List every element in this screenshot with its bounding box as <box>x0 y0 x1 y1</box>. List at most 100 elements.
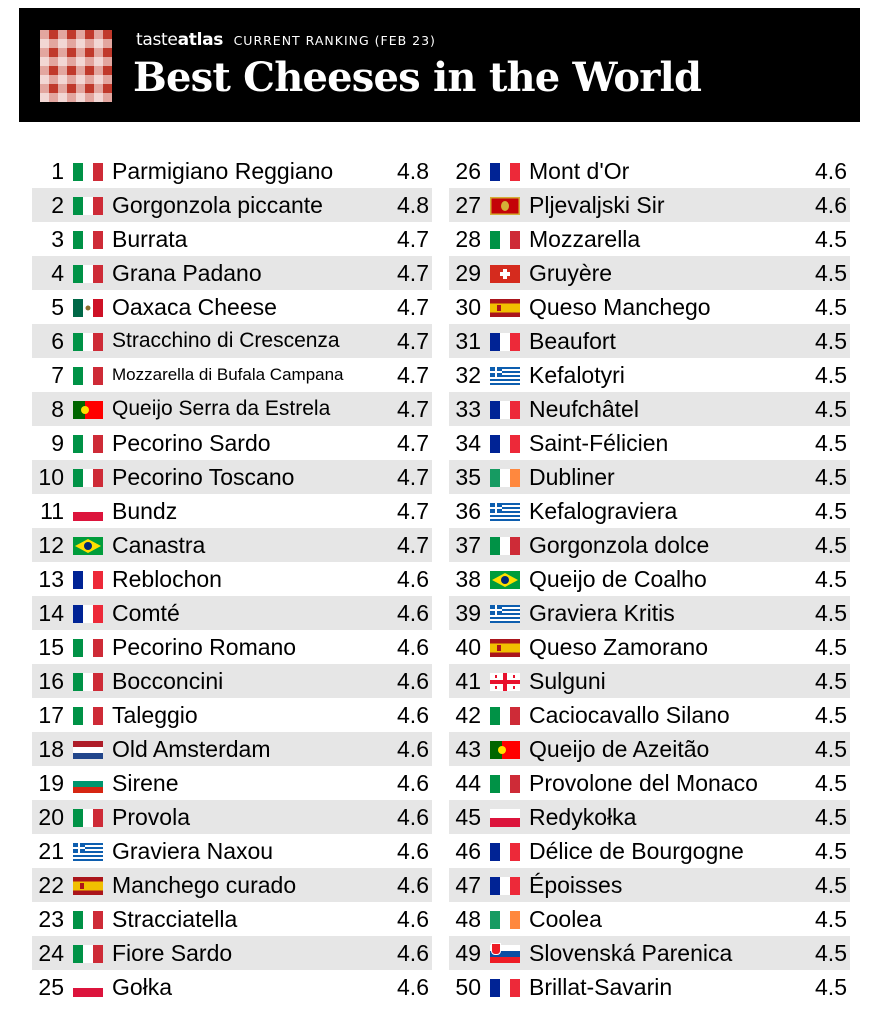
flag-gr-icon <box>490 503 520 521</box>
rating-score: 4.6 <box>397 736 429 762</box>
cheese-name: Gorgonzola piccante <box>112 192 323 218</box>
rating-score: 4.5 <box>815 702 847 728</box>
rating-score: 4.5 <box>815 736 847 762</box>
ranking-row: 15 Pecorino Romano 4.6 <box>32 630 432 664</box>
rank-number: 11 <box>40 498 64 524</box>
cheese-name: Brillat-Savarin <box>529 974 673 1000</box>
ranking-row: 40 Queso Zamorano 4.5 <box>449 630 850 664</box>
cheese-name: Stracchino di Crescenza <box>112 329 340 352</box>
ranking-row: 22 Manchego curado 4.6 <box>32 868 432 902</box>
rating-score: 4.6 <box>397 872 429 898</box>
ranking-row: 11 Bundz 4.7 <box>32 494 432 528</box>
cheese-name: Provolone del Monaco <box>529 770 758 796</box>
rank-number: 44 <box>455 770 481 796</box>
brand-line: tasteatlas CURRENT RANKING (FEB 23) <box>136 30 436 50</box>
ranking-row: 1 Parmigiano Reggiano 4.8 <box>32 154 432 188</box>
cheese-name: Graviera Kritis <box>529 600 675 626</box>
rating-score: 4.5 <box>815 226 847 252</box>
rating-score: 4.5 <box>815 940 847 966</box>
cheese-name: Fiore Sardo <box>112 940 233 966</box>
ranking-row: 24 Fiore Sardo 4.6 <box>32 936 432 970</box>
flag-it-icon <box>490 707 520 725</box>
rank-number: 4 <box>51 260 64 286</box>
cheese-name: Parmigiano Reggiano <box>112 158 334 184</box>
ranking-row: 14 Comté 4.6 <box>32 596 432 630</box>
brand-name-taste: taste <box>136 30 178 50</box>
rank-number: 31 <box>455 328 481 354</box>
rating-score: 4.6 <box>397 634 429 660</box>
flag-it-icon <box>73 367 103 385</box>
cheese-name: Queijo Serra da Estrela <box>112 397 331 420</box>
ranking-row: 36 Kefalograviera 4.5 <box>449 494 850 528</box>
cheese-name: Pecorino Romano <box>112 634 297 660</box>
rank-number: 35 <box>455 464 481 490</box>
rank-number: 15 <box>38 634 64 660</box>
flag-it-icon <box>73 707 103 725</box>
cheese-name: Pljevaljski Sir <box>529 192 665 218</box>
rating-score: 4.6 <box>397 566 429 592</box>
ranking-row: 43 Queijo de Azeitão 4.5 <box>449 732 850 766</box>
rating-score: 4.5 <box>815 532 847 558</box>
flag-ge-icon <box>490 673 520 691</box>
ranking-row: 10 Pecorino Toscano 4.7 <box>32 460 432 494</box>
ranking-row: 13 Reblochon 4.6 <box>32 562 432 596</box>
cheese-name: Manchego curado <box>112 872 297 898</box>
cheese-name: Saint-Félicien <box>529 430 669 456</box>
flag-pl-icon <box>73 979 103 997</box>
rating-score: 4.6 <box>397 668 429 694</box>
rank-number: 2 <box>51 192 64 218</box>
flag-it-icon <box>73 639 103 657</box>
rating-score: 4.5 <box>815 430 847 456</box>
flag-it-icon <box>73 911 103 929</box>
ranking-row: 19 Sirene 4.6 <box>32 766 432 800</box>
cheese-name: Grana Padano <box>112 260 262 286</box>
ranking-column-left: 1 Parmigiano Reggiano 4.8 2 Gorgonzola picca… <box>32 154 432 1004</box>
rank-number: 1 <box>51 158 64 184</box>
cheese-name: Sulguni <box>529 668 606 694</box>
flag-it-icon <box>73 231 103 249</box>
rating-score: 4.5 <box>815 600 847 626</box>
flag-fr-icon <box>73 605 103 623</box>
rating-score: 4.6 <box>397 838 429 864</box>
cheese-name: Gruyère <box>529 260 613 286</box>
flag-it-icon <box>73 809 103 827</box>
cheese-name: Oaxaca Cheese <box>112 294 277 320</box>
rank-number: 34 <box>455 430 481 456</box>
ranking-row: 26 Mont d'Or 4.6 <box>449 154 850 188</box>
ranking-row: 17 Taleggio 4.6 <box>32 698 432 732</box>
rating-score: 4.5 <box>815 770 847 796</box>
rank-number: 12 <box>38 532 64 558</box>
rating-score: 4.5 <box>815 906 847 932</box>
ranking-row: 25 Gołka 4.6 <box>32 970 432 1004</box>
cheese-name: Burrata <box>112 226 188 252</box>
brand-name-atlas: atlas <box>177 30 224 50</box>
rank-number: 25 <box>38 974 64 1000</box>
rating-score: 4.5 <box>815 396 847 422</box>
flag-mx-icon <box>73 299 103 317</box>
ranking-row: 34 Saint-Félicien 4.5 <box>449 426 850 460</box>
cheese-name: Délice de Bourgogne <box>529 838 744 864</box>
ranking-row: 45 Redykołka 4.5 <box>449 800 850 834</box>
ranking-row: 35 Dubliner 4.5 <box>449 460 850 494</box>
cheese-name: Reblochon <box>112 566 222 592</box>
flag-pt-icon <box>73 401 103 419</box>
cheese-name: Queso Zamorano <box>529 634 708 660</box>
ranking-row: 41 Sulguni 4.5 <box>449 664 850 698</box>
flag-fr-icon <box>490 979 520 997</box>
cheese-name: Canastra <box>112 532 206 558</box>
flag-pl-icon <box>73 503 103 521</box>
flag-ie-icon <box>490 469 520 487</box>
flag-ch-icon <box>490 265 520 283</box>
flag-it-icon <box>73 673 103 691</box>
flag-fr-icon <box>490 163 520 181</box>
rating-score: 4.7 <box>397 498 429 524</box>
cheese-name: Redykołka <box>529 804 637 830</box>
flag-it-icon <box>490 537 520 555</box>
cheese-name: Graviera Naxou <box>112 838 274 864</box>
rating-score: 4.6 <box>397 702 429 728</box>
cheese-name: Stracciatella <box>112 906 238 932</box>
ranking-row: 8 Queijo Serra da Estrela 4.7 <box>32 392 432 426</box>
ranking-row: 28 Mozzarella 4.5 <box>449 222 850 256</box>
flag-fr-icon <box>490 435 520 453</box>
cheese-name: Provola <box>112 804 190 830</box>
